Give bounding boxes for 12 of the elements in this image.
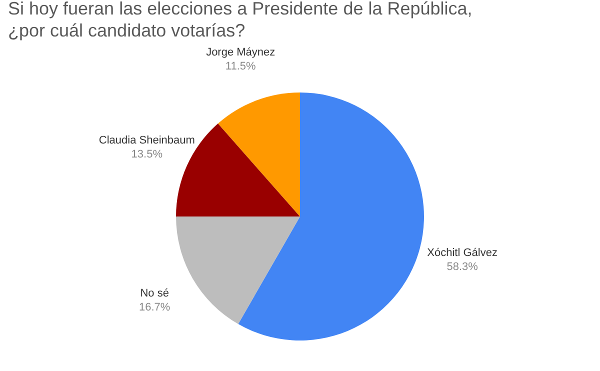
pie-slice (218, 92, 300, 216)
slice-label: Xóchitl Gálvez (427, 246, 498, 259)
pie-slice (176, 216, 300, 324)
data-label: 16.7% (138, 302, 170, 314)
data-label: 11.5% (225, 60, 256, 72)
slice-label: Claudia Sheinbaum (98, 134, 195, 146)
data-label: 58.3% (446, 260, 478, 273)
slice-label: No sé (140, 288, 169, 300)
chart-title: Si hoy fueran las elecciones a Presidente de la República, ¿por cuál candidato votarías? (8, 0, 472, 40)
slice-label: Jorge Máynez (206, 46, 276, 58)
data-label: 13.5% (131, 148, 163, 160)
pie-slice (238, 92, 424, 340)
